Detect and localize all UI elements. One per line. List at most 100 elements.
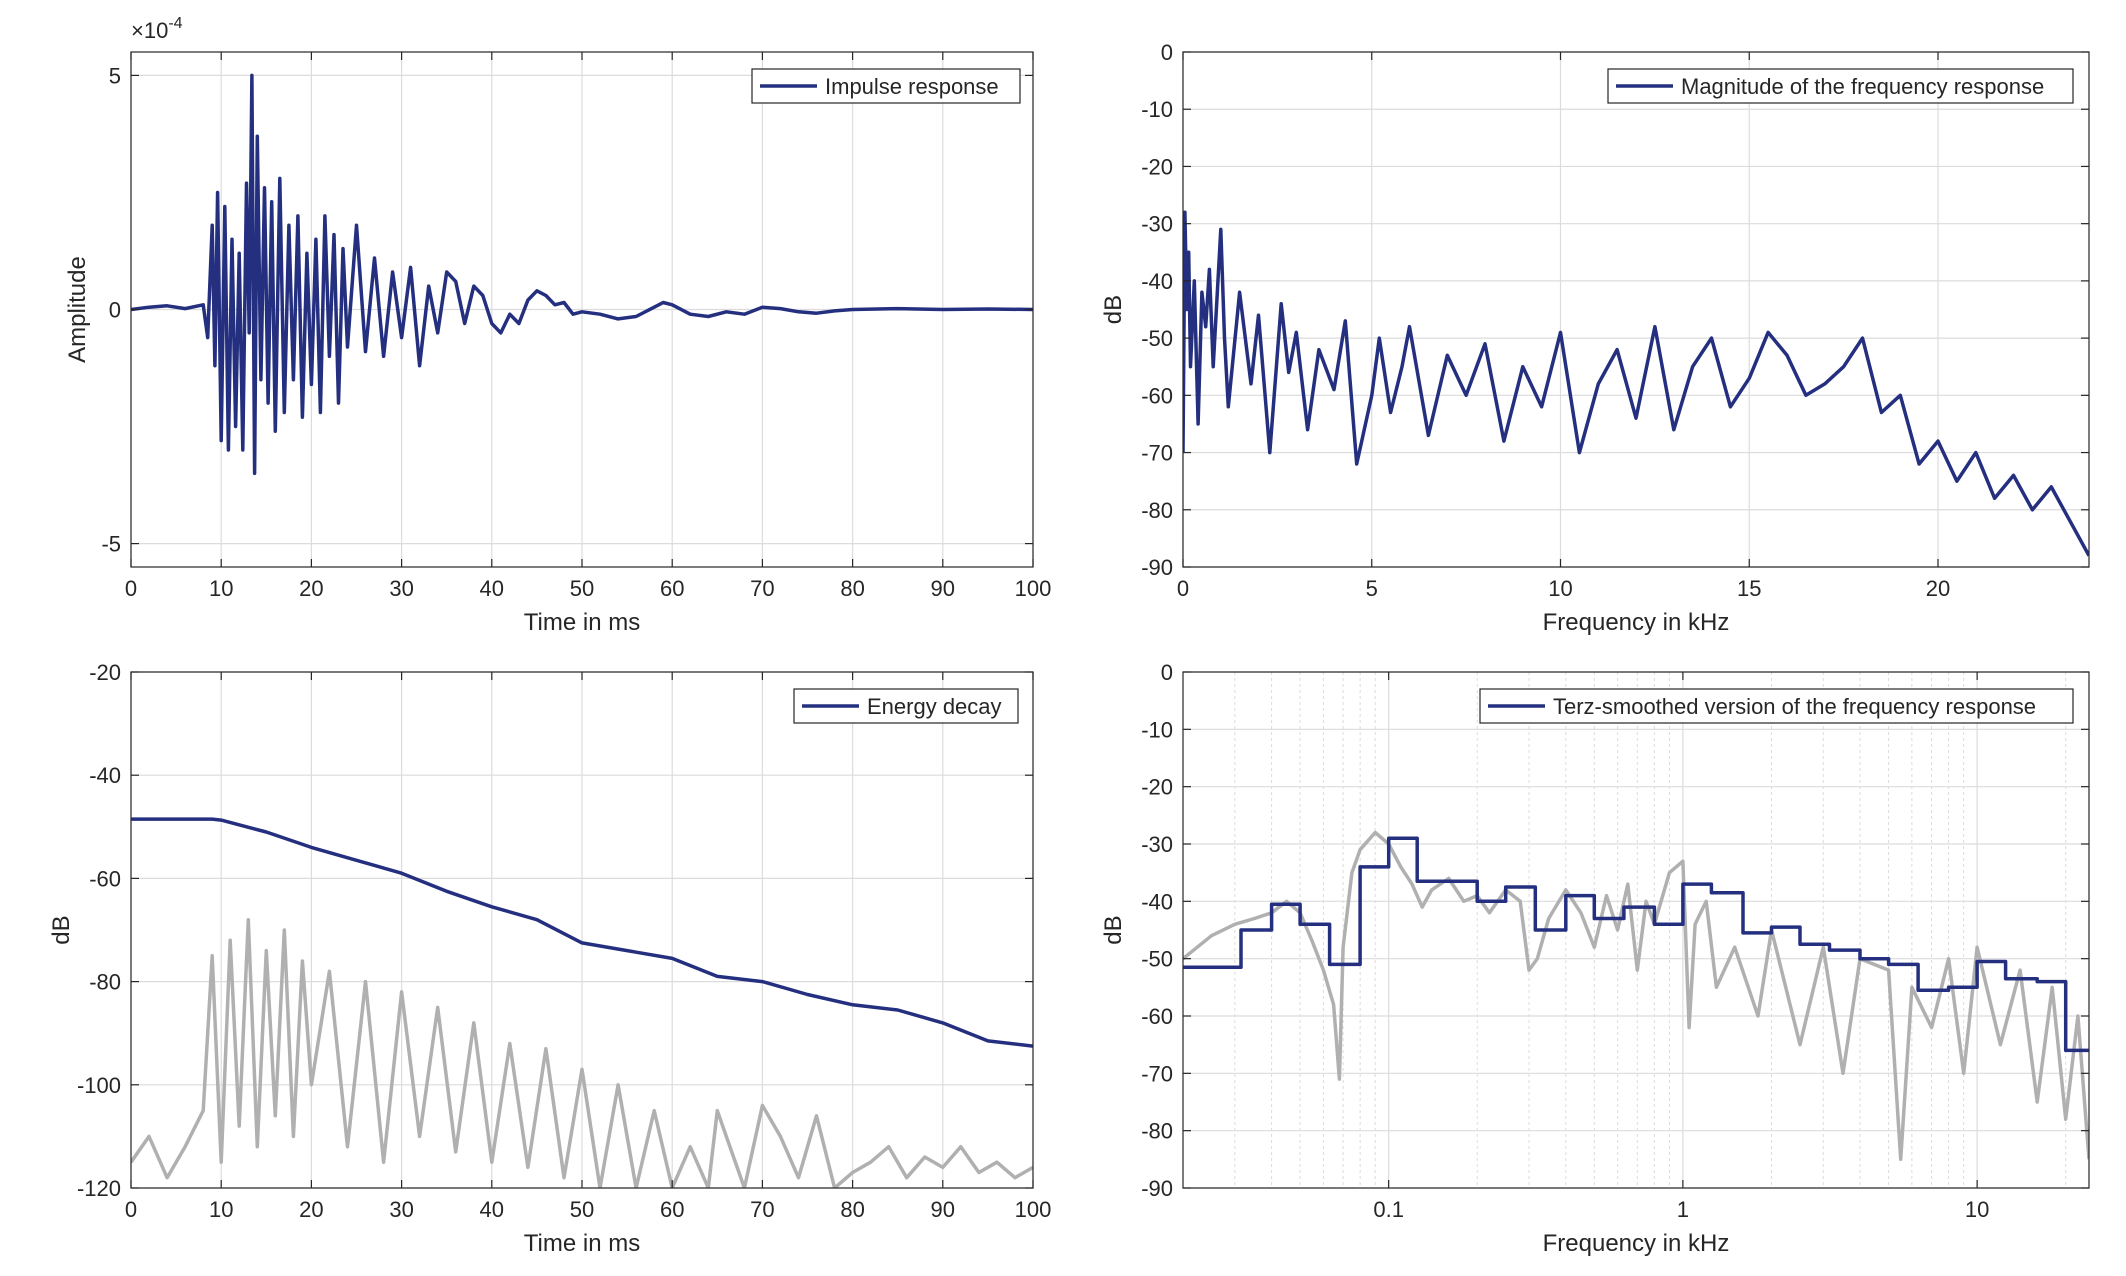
magnitude-chart: 0 5 10 15 20 -90 -80 -70 -60 -50 -40 -30 -20 -10 0 Freq… (1100, 40, 2090, 636)
x-tick-label: 15 (1737, 576, 1761, 601)
y-tick-label: 0 (109, 298, 121, 323)
legend: Terz-smoothed version of the frequency r… (1479, 688, 2074, 724)
x-tick-label: 80 (840, 1197, 864, 1222)
series-group (1183, 830, 2089, 1162)
x-tick-label: 50 (570, 1197, 594, 1222)
y-tick-label: -100 (77, 1073, 121, 1098)
legend-entry: Magnitude of the frequency response (1681, 74, 2044, 99)
y-tick-label: -120 (77, 1176, 121, 1201)
series-line (131, 817, 1033, 1048)
x-tick-label: 100 (1015, 1197, 1052, 1222)
x-axis-label: Frequency in kHz (1543, 609, 1730, 636)
x-tick-label: 70 (750, 1197, 774, 1222)
x-tick-label: 90 (931, 576, 955, 601)
x-tick-label: 60 (660, 576, 684, 601)
y-tick-label: -60 (1141, 1004, 1173, 1029)
terz-chart: 0.1 1 10 -90 -80 -70 -60 -50 -40 -30 -20 -10 0 Freque… (1100, 660, 2090, 1257)
axes-box (1182, 51, 2090, 568)
y-axis-label: Amplitude (64, 256, 91, 363)
legend: Magnitude of the frequency response (1607, 68, 2074, 104)
y-tick-label: -10 (1141, 717, 1173, 742)
x-tick-label: 100 (1015, 576, 1052, 601)
plot-area (1183, 52, 2089, 567)
y-tick-label: -70 (1141, 441, 1173, 466)
y-tick-label: -20 (89, 660, 121, 685)
x-tick-label: 60 (660, 1197, 684, 1222)
legend: Impulse response (751, 68, 1021, 104)
x-tick-label: 20 (299, 576, 323, 601)
x-tick-label: 30 (389, 1197, 413, 1222)
series-line (131, 73, 1033, 476)
x-tick-label: 40 (480, 1197, 504, 1222)
legend: Energy decay (793, 688, 1019, 724)
y-tick-label: -30 (1141, 832, 1173, 857)
series-line-gray (1183, 830, 2089, 1162)
y-tick-label: -80 (1141, 1119, 1173, 1144)
y-tick-label: -40 (1141, 269, 1173, 294)
x-axis-label: Frequency in kHz (1543, 1230, 1730, 1257)
y-tick-label: -90 (1141, 555, 1173, 580)
series-group (1183, 210, 2089, 557)
x-tick-label: 1 (1677, 1197, 1689, 1222)
tick-labels: 0 10 20 30 40 50 60 70 80 90 100 -120 -100 -80 -60 -40 -… (77, 660, 1051, 1222)
x-tick-label: 0 (125, 576, 137, 601)
x-tick-label: 80 (840, 576, 864, 601)
y-tick-label: -50 (1141, 947, 1173, 972)
exponent-power: -4 (168, 15, 182, 32)
plot-area (1183, 672, 2089, 1188)
y-tick-label: -50 (1141, 326, 1173, 351)
x-tick-label: 5 (1366, 576, 1378, 601)
y-tick-label: -80 (89, 970, 121, 995)
y-axis-label: dB (48, 915, 75, 944)
legend-entry: Terz-smoothed version of the frequency r… (1553, 694, 2036, 719)
y-tick-label: -30 (1141, 212, 1173, 237)
legend-box (1479, 688, 2074, 724)
x-tick-label: 40 (480, 576, 504, 601)
x-tick-label: 10 (209, 576, 233, 601)
x-tick-label: 0 (1177, 576, 1189, 601)
x-axis-label: Time in ms (524, 1230, 640, 1257)
y-axis-label: dB (1100, 915, 1127, 944)
legend-box (1607, 68, 2074, 104)
y-tick-label: -80 (1141, 498, 1173, 523)
y-tick-label: -40 (89, 763, 121, 788)
y-tick-label: -40 (1141, 889, 1173, 914)
y-tick-label: -20 (1141, 154, 1173, 179)
x-tick-label: 10 (1548, 576, 1572, 601)
y-tick-label: -5 (101, 532, 121, 557)
y-tick-label: 0 (1161, 660, 1173, 685)
x-tick-label: 90 (931, 1197, 955, 1222)
legend-entry: Impulse response (825, 74, 999, 99)
series-group (131, 817, 1033, 1188)
series-line (1183, 836, 2089, 1053)
x-tick-label: 30 (389, 576, 413, 601)
tick-labels: 0 5 10 15 20 -90 -80 -70 -60 -50 -40 -30 -20 -10 0 (1141, 40, 2089, 601)
y-tick-label: -60 (1141, 383, 1173, 408)
y-tick-label: -20 (1141, 775, 1173, 800)
x-tick-label: 10 (209, 1197, 233, 1222)
exponent-base: ×10 (131, 18, 168, 43)
series-line-gray (131, 917, 1033, 1188)
x-tick-label: 70 (750, 576, 774, 601)
x-tick-label: 50 (570, 576, 594, 601)
x-tick-label: 0.1 (1373, 1197, 1404, 1222)
energy-chart: 0 10 20 30 40 50 60 70 80 90 100 -120 -100 -80 -60 -40 -… (48, 660, 1051, 1257)
series-group (131, 73, 1033, 476)
y-axis-label: dB (1100, 295, 1127, 324)
series-line (1183, 210, 2089, 557)
x-tick-label: 20 (1926, 576, 1950, 601)
y-tick-label: -70 (1141, 1061, 1173, 1086)
axes-box (1182, 671, 2090, 1189)
y-tick-label: 0 (1161, 40, 1173, 65)
tick-labels: 0 10 20 30 40 50 60 70 80 90 100-505 (101, 52, 1051, 601)
x-tick-label: 10 (1965, 1197, 1989, 1222)
y-tick-label: -60 (89, 866, 121, 891)
exponent-label: ×10-4 (131, 15, 183, 43)
tick-labels: 0.1 1 10 -90 -80 -70 -60 -50 -40 -30 -20 -10 0 (1141, 660, 2089, 1222)
y-tick-label: -10 (1141, 97, 1173, 122)
x-axis-label: Time in ms (524, 609, 640, 636)
y-tick-label: -90 (1141, 1176, 1173, 1201)
legend-entry: Energy decay (867, 694, 1002, 719)
